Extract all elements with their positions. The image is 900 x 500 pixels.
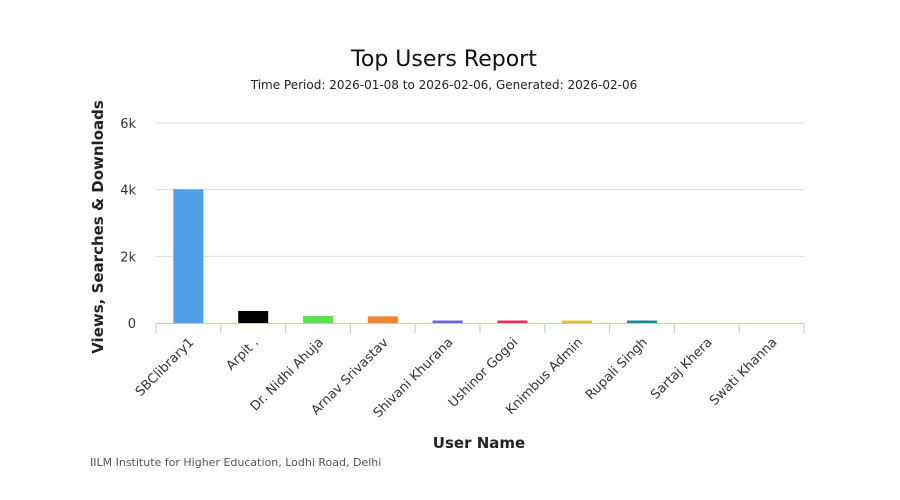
y-gridlines [156,122,804,257]
footer-institution: IILM Institute for Higher Education, Lod… [90,456,381,469]
x-tick-label: Ushinor Gogoi [446,335,521,410]
chart-title: Top Users Report [350,47,537,72]
y-tick-labels: 0 2k 4k 6k [120,117,136,332]
y-tick-label: 2k [120,250,136,265]
bar-2 [238,311,269,323]
x-ticks [155,323,805,333]
x-tick-label: Rupali Singh [583,335,651,403]
y-axis-title: Views, Searches & Downloads [89,100,107,354]
bar-1 [173,189,204,323]
bar-3 [303,316,333,323]
x-axis-title: User Name [433,434,525,452]
y-tick-label: 4k [120,184,136,199]
y-tick-label: 0 [128,317,136,332]
x-tick-label: Sartaj Khera [648,335,715,402]
bar-7 [562,320,593,323]
chart-subtitle: Time Period: 2026-01-08 to 2026-02-06, G… [250,78,638,92]
x-tick-label: Swati Khanna [707,335,780,408]
x-tick-label: Arpit . [224,335,263,374]
bars [173,189,657,323]
bar-8 [627,320,657,323]
y-tick-label: 6k [120,117,136,132]
x-tick-label: SBClibrary1 [133,335,197,399]
bar-6 [497,320,528,323]
bar-5 [432,320,463,323]
bar-4 [367,316,398,323]
